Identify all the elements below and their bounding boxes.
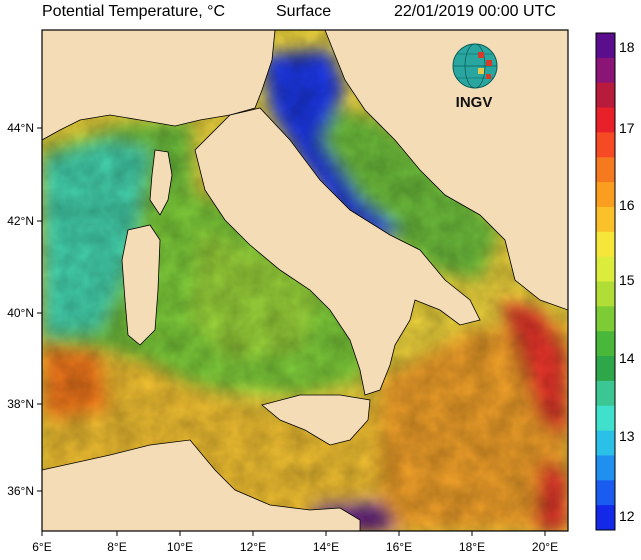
colorbar-segment <box>596 356 615 382</box>
map-border <box>41 29 569 532</box>
colorbar-segment <box>596 57 615 84</box>
land-sicily <box>261 394 371 446</box>
colorbar-label: 15 <box>619 272 635 288</box>
longitude-labels: 6°E 8°E 10°E 12°E 14°E 16°E 18°E 20°E <box>32 540 558 554</box>
axis-ticks <box>37 127 546 536</box>
latitude-labels: 44°N 42°N 40°N 38°N 36°N <box>7 121 34 498</box>
title-text: Potential Temperature, <box>42 3 208 20</box>
colorbar-segment <box>596 281 615 307</box>
lon-label: 18°E <box>459 540 485 554</box>
sea-temperature-field <box>42 30 568 531</box>
colorbar-segment <box>596 33 615 59</box>
lon-label: 14°E <box>313 540 339 554</box>
colorbar-segment <box>596 182 615 208</box>
colorbar-segment <box>596 455 615 481</box>
lat-label: 36°N <box>7 484 34 498</box>
depth-layer-label: Surface <box>276 3 332 20</box>
colorbar-label: 18 <box>619 39 635 55</box>
colorbar-label: 13 <box>619 428 635 444</box>
land-north <box>42 30 276 141</box>
land-africa <box>42 439 361 531</box>
colorbar-label: 17 <box>619 120 635 136</box>
lat-label: 40°N <box>7 306 34 320</box>
temperature-colorbar: 18 17 16 15 14 13 12 <box>595 32 635 531</box>
colorbar-segment <box>596 82 615 109</box>
globe-icon <box>452 43 498 89</box>
colorbar-border <box>595 32 616 531</box>
land-italy <box>194 107 481 396</box>
title-unit: °C <box>207 3 226 20</box>
colorbar-segment <box>596 480 615 506</box>
colorbar-label: 16 <box>619 197 635 213</box>
colorbar-segment <box>596 405 615 432</box>
colorbar-label: 12 <box>619 508 635 524</box>
lon-label: 10°E <box>167 540 193 554</box>
lon-label: 12°E <box>240 540 266 554</box>
colorbar-segment <box>596 132 615 158</box>
lon-label: 16°E <box>386 540 412 554</box>
colorbar-segment <box>596 206 615 233</box>
colorbar-segment <box>596 380 615 407</box>
lon-label: 20°E <box>532 540 558 554</box>
colorbar-segment <box>596 157 615 183</box>
lat-label: 38°N <box>7 397 34 411</box>
datetime-label: 22/01/2019 00:00 UTC <box>394 3 556 20</box>
colorbar-segment <box>596 306 615 332</box>
land-masses <box>42 30 568 531</box>
colorbar-segment <box>596 256 615 282</box>
colorbar-segment <box>596 231 615 258</box>
colorbar-label: 14 <box>619 350 635 366</box>
colorbar-segment <box>596 430 615 456</box>
land-sardinia <box>121 224 161 346</box>
land-balkans <box>324 30 568 311</box>
colorbar-segment <box>596 331 615 357</box>
colorbar-segment <box>596 107 615 133</box>
logo-text: INGV <box>456 94 493 111</box>
lon-label: 6°E <box>32 540 51 554</box>
lat-label: 44°N <box>7 121 34 135</box>
colorbar-segment <box>596 505 615 531</box>
map-title: Potential Temperature, °C <box>42 3 225 21</box>
lon-label: 8°E <box>107 540 126 554</box>
lat-label: 42°N <box>7 214 34 228</box>
ingv-logo: INGV <box>452 43 498 111</box>
land-corsica <box>149 149 173 216</box>
